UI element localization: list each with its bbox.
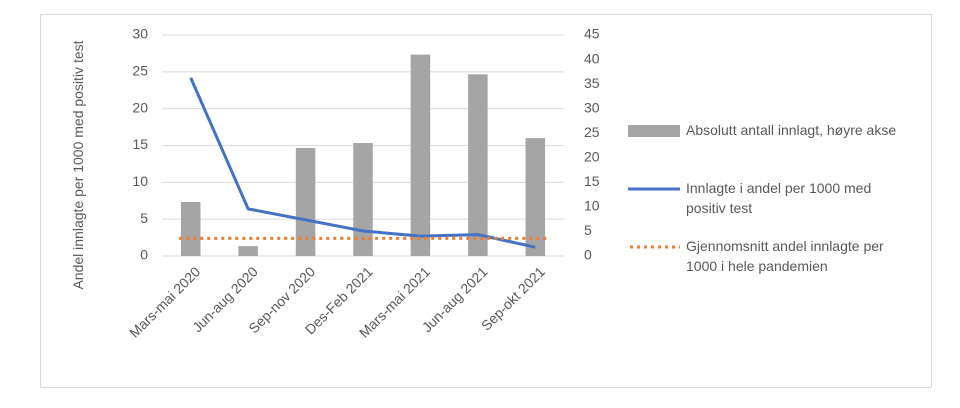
y2-tick-label: 25 — [584, 124, 600, 140]
y2-tick-label: 5 — [584, 222, 592, 238]
y2-tick-label: 45 — [584, 26, 600, 42]
legend-label: Innlagte i andel per 1000 med positiv te… — [686, 180, 872, 216]
line-series — [189, 77, 536, 249]
y2-tick-label: 15 — [584, 173, 600, 189]
y2-tick-label: 30 — [584, 99, 600, 115]
y2-tick-label: 0 — [584, 247, 592, 263]
legend-label: Absolutt antall innlagt, høyre akse — [686, 122, 897, 138]
bar — [410, 54, 431, 257]
bar — [353, 143, 373, 256]
y-tick-label: 30 — [132, 26, 148, 42]
y-tick-label: 20 — [132, 99, 148, 115]
y2-tick-label: 10 — [584, 198, 600, 214]
bar — [468, 74, 488, 257]
bar — [238, 246, 258, 256]
y2-tick-label: 35 — [584, 75, 600, 91]
bar — [525, 138, 546, 256]
y-tick-label: 5 — [140, 210, 148, 226]
y-axis-title: Andel innlagte per 1000 med positiv test — [70, 40, 86, 290]
y-tick-label: 15 — [132, 136, 148, 152]
bar — [295, 147, 316, 256]
y2-tick-label: 20 — [584, 148, 600, 164]
y-tick-label: 25 — [132, 63, 148, 79]
bar — [180, 201, 201, 256]
y-tick-label: 10 — [132, 173, 148, 189]
legend-label: Gjennomsnitt andel innlagte per 1000 i h… — [686, 238, 884, 274]
y2-tick-label: 40 — [584, 50, 600, 66]
y-tick-label: 0 — [140, 247, 148, 263]
legend-swatch — [628, 125, 680, 137]
